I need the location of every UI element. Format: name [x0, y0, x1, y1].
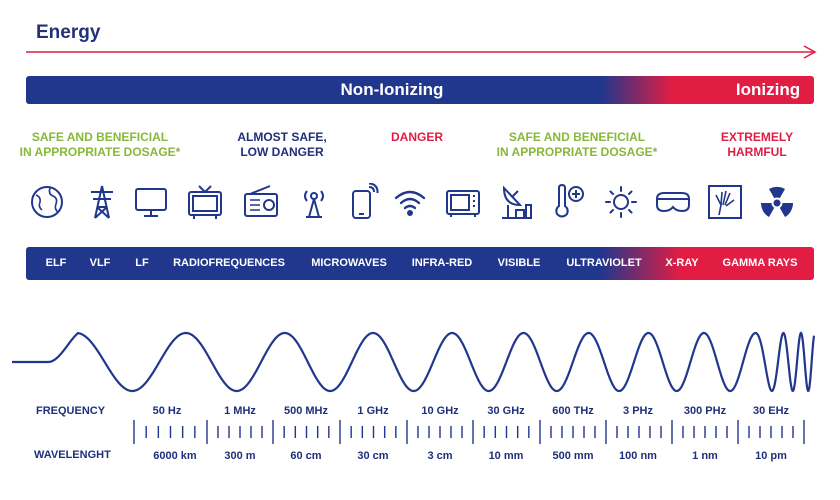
frequency-value: 50 Hz	[152, 405, 182, 417]
goggles-icon	[654, 183, 692, 221]
ionization-bar: Non-Ionizing Ionizing	[26, 76, 814, 104]
band-visible: VISIBLE	[497, 257, 541, 269]
wavelength-value: 30 cm	[357, 450, 389, 462]
satellite-dish-icon	[498, 183, 536, 221]
safety-label-safe-low: SAFE AND BENEFICIAL IN APPROPRIATE DOSAGE…	[19, 130, 181, 159]
band-ultraviolet: ULTRAVIOLET	[566, 257, 642, 269]
wavelength-value: 6000 km	[153, 450, 197, 462]
wavelength-value: 10 pm	[755, 450, 787, 462]
frequency-value: 3 PHz	[623, 405, 653, 417]
frequency-value: 10 GHz	[421, 405, 459, 417]
safety-label-safe-high: SAFE AND BENEFICIAL IN APPROPRIATE DOSAGE…	[496, 130, 658, 159]
frequency-value: 300 PHz	[683, 405, 727, 417]
frequency-value: 1 GHz	[357, 405, 389, 417]
radio-icon	[242, 183, 280, 221]
thermometer-icon	[550, 183, 588, 221]
wifi-icon	[391, 183, 429, 221]
sun-icon	[602, 183, 640, 221]
radiation-icon	[758, 183, 796, 221]
wavelength-value: 10 mm	[488, 450, 524, 462]
tv-icon	[186, 183, 224, 221]
microwave-icon	[444, 183, 482, 221]
wave-graphic	[12, 331, 816, 393]
wavelength-value: 100 nm	[619, 450, 657, 462]
frequency-value: 600 THz	[552, 405, 594, 417]
wavelength-value: 60 cm	[290, 450, 322, 462]
frequency-value: 1 MHz	[224, 405, 256, 417]
wavelength-value: 300 m	[224, 450, 256, 462]
band-radiofrequences: RADIOFREQUENCES	[173, 257, 285, 269]
wavelength-value: 500 mm	[552, 450, 594, 462]
band-elf: ELF	[45, 257, 67, 269]
wave-line	[12, 331, 816, 393]
spectrum-bands-bar: ELF VLF LF RADIOFREQUENCES MICROWAVES IN…	[26, 247, 814, 280]
frequency-label: FREQUENCY	[36, 405, 106, 417]
non-ionizing-label: Non-Ionizing	[340, 80, 444, 99]
safety-label-danger: DANGER	[390, 130, 443, 144]
monitor-icon	[132, 183, 170, 221]
wavelength-value: 3 cm	[427, 450, 453, 462]
smartphone-icon	[345, 183, 383, 221]
frequency-value: 30 EHz	[752, 405, 790, 417]
band-microwaves: MICROWAVES	[311, 257, 387, 269]
frequency-value: 500 MHz	[283, 405, 329, 417]
xray-hand-icon	[706, 183, 744, 221]
wavelength-label: WAVELENGHT	[34, 449, 111, 461]
safety-label-extremely-harmful: EXTREMELY HARMFUL	[720, 130, 794, 159]
band-gamma-rays: GAMMA RAYS	[722, 257, 798, 269]
energy-label: Energy	[36, 22, 101, 43]
band-x-ray: X-RAY	[665, 257, 699, 269]
frequency-value: 30 GHz	[487, 405, 525, 417]
scale-ticks	[133, 420, 805, 444]
band-lf: LF	[135, 257, 149, 269]
wavelength-value: 1 nm	[692, 450, 718, 462]
ionizing-label: Ionizing	[735, 80, 801, 99]
power-line-icon	[83, 183, 121, 221]
radio-tower-icon	[295, 183, 333, 221]
energy-arrow	[26, 45, 817, 59]
safety-label-almost-safe: ALMOST SAFE, LOW DANGER	[237, 130, 327, 159]
globe-icon	[28, 183, 66, 221]
band-infra-red: INFRA-RED	[411, 257, 473, 269]
band-vlf: VLF	[89, 257, 111, 269]
